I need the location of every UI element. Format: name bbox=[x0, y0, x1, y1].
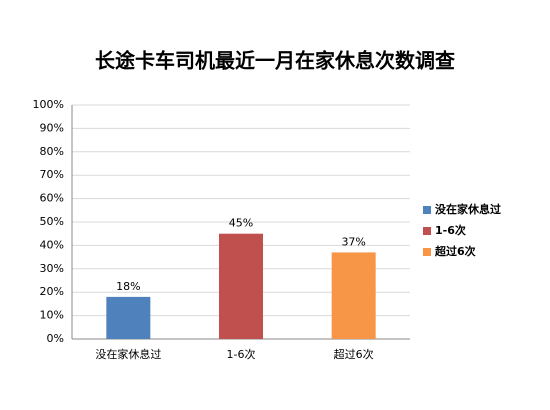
y-tick-label: 40% bbox=[40, 238, 64, 251]
y-tick-label: 0% bbox=[47, 332, 64, 345]
y-tick-label: 10% bbox=[40, 309, 64, 322]
x-tick-label: 超过6次 bbox=[334, 347, 374, 361]
legend-label: 1-6次 bbox=[435, 223, 466, 237]
bar bbox=[219, 233, 263, 339]
legend-swatch bbox=[423, 248, 431, 256]
data-label: 37% bbox=[341, 235, 365, 248]
y-tick-label: 60% bbox=[40, 192, 64, 205]
legend-label: 超过6次 bbox=[434, 244, 476, 258]
data-label: 45% bbox=[229, 217, 253, 230]
bar bbox=[331, 252, 376, 339]
legend-swatch bbox=[423, 206, 431, 214]
y-tick-label: 30% bbox=[40, 262, 64, 275]
y-tick-label: 80% bbox=[40, 145, 64, 158]
x-tick-label: 1-6次 bbox=[227, 347, 256, 361]
legend-swatch bbox=[423, 227, 431, 235]
x-tick-label: 没在家休息过 bbox=[95, 347, 161, 361]
data-label: 18% bbox=[116, 280, 140, 293]
chart-title: 长途卡车司机最近一月在家休息次数调查 bbox=[95, 49, 455, 73]
y-tick-label: 90% bbox=[40, 121, 64, 134]
y-tick-label: 50% bbox=[40, 215, 64, 228]
y-tick-label: 100% bbox=[33, 98, 64, 111]
legend-label: 没在家休息过 bbox=[435, 202, 501, 216]
y-tick-label: 20% bbox=[40, 285, 64, 298]
bar bbox=[106, 296, 151, 339]
y-tick-label: 70% bbox=[40, 168, 64, 181]
